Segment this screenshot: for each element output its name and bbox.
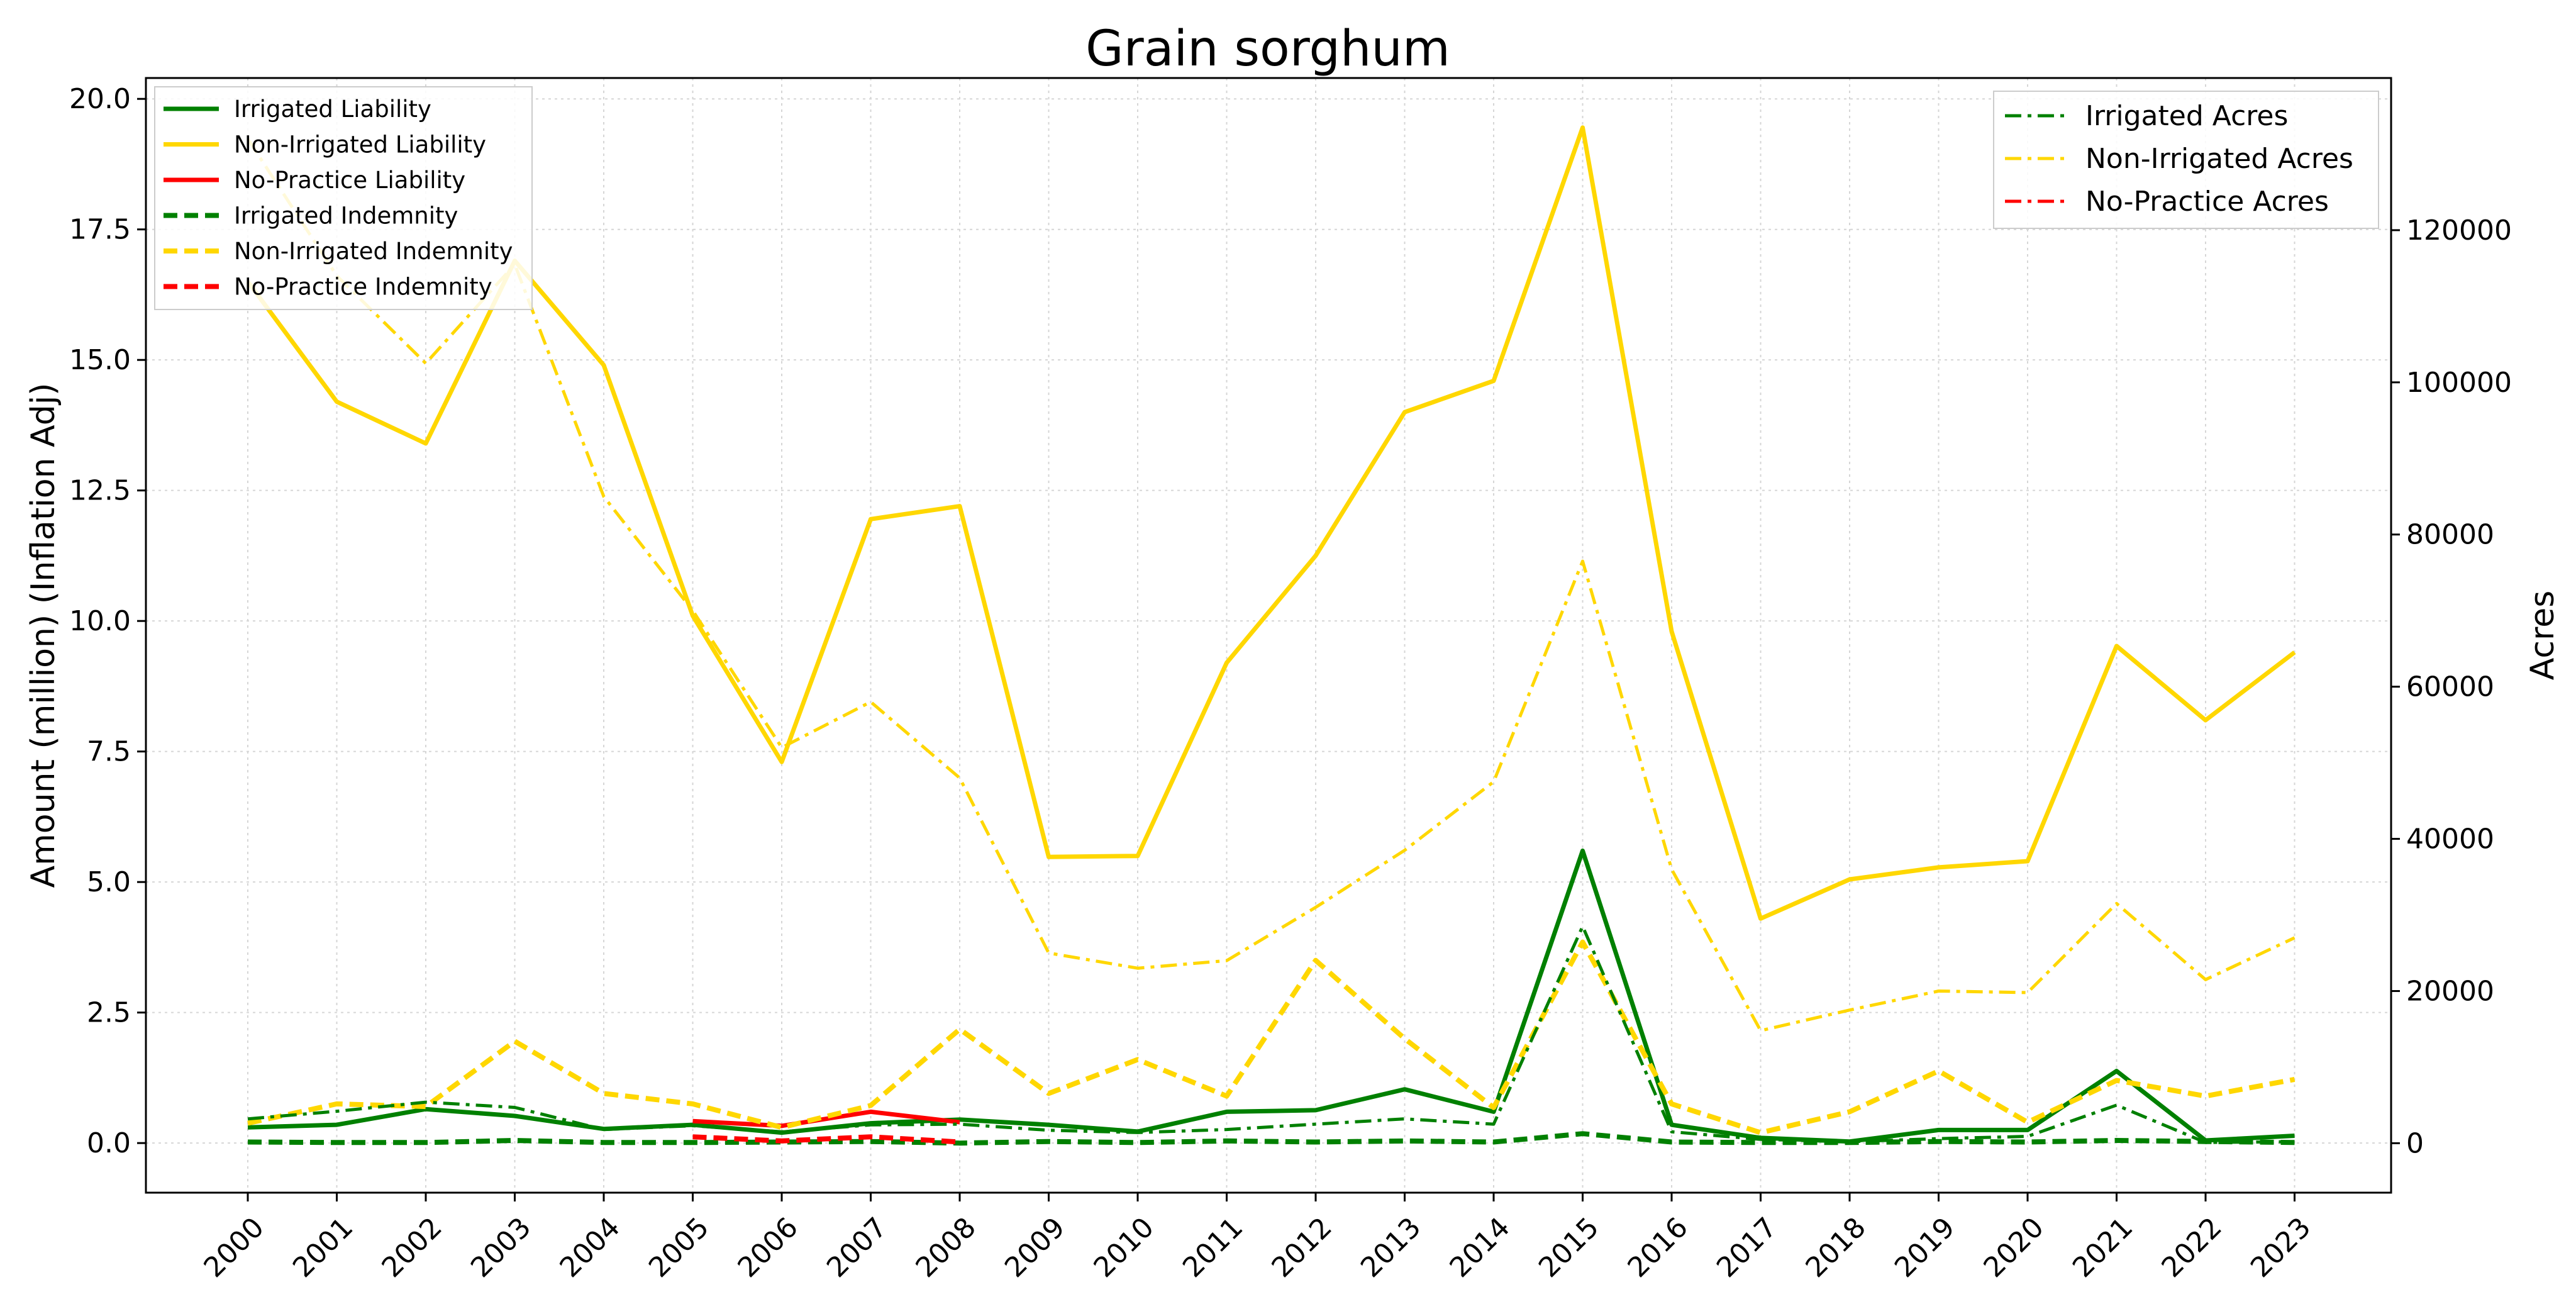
x-tick-label: 2010 bbox=[1088, 1212, 1160, 1284]
y-tick-label: 17.5 bbox=[69, 214, 131, 246]
y-axis-label: Amount (million) (Inflation Adj) bbox=[25, 383, 62, 888]
y-tick-label: 2.5 bbox=[87, 997, 131, 1029]
y-tick-label: 12.5 bbox=[69, 475, 131, 507]
legend-label-irrigated-acres: Irrigated Acres bbox=[2085, 100, 2288, 132]
x-tick-label: 2020 bbox=[1978, 1212, 2050, 1284]
series-line-irrigated-liability bbox=[247, 848, 2295, 1144]
x-tick-label: 2013 bbox=[1355, 1212, 1427, 1284]
x-tick-label: 2014 bbox=[1444, 1212, 1516, 1284]
legend-label-non-irrigated-liability: Non-Irrigated Liability bbox=[234, 131, 486, 159]
plot-frame bbox=[145, 77, 2392, 1194]
series-irrigated-liability bbox=[247, 848, 2295, 1144]
legend-acres-box bbox=[1993, 91, 2379, 229]
x-tick-label: 2000 bbox=[198, 1212, 270, 1284]
x-tick-label: 2004 bbox=[554, 1212, 626, 1284]
series-non-irrigated-indemnity bbox=[247, 939, 2296, 1135]
series-irrigated-indemnity bbox=[247, 1131, 2295, 1146]
y2-axis-label: Acres bbox=[2524, 591, 2562, 681]
series-non-irrigated-liability bbox=[246, 125, 2296, 921]
series-line-irrigated-acres bbox=[247, 925, 2295, 1144]
legend-amounts-box bbox=[154, 86, 533, 310]
x-tick-label: 2005 bbox=[643, 1212, 715, 1284]
x-tick-label: 2015 bbox=[1533, 1212, 1605, 1284]
legend-acres: Irrigated Acres Non-Irrigated Acres No-Pra… bbox=[1993, 91, 2379, 229]
x-tick-label: 2017 bbox=[1711, 1212, 1783, 1284]
y-tick-label: 15.0 bbox=[69, 344, 131, 376]
legend-label-non-irrigated-acres: Non-Irrigated Acres bbox=[2085, 143, 2353, 175]
y2-tick-label: 120000 bbox=[2406, 215, 2512, 247]
legend-label-irrigated-indemnity: Irrigated Indemnity bbox=[234, 203, 458, 230]
legend-label-no-practice-acres: No-Practice Acres bbox=[2085, 186, 2329, 218]
y2-tick-label: 40000 bbox=[2406, 823, 2494, 855]
series-line-no-practice-liability bbox=[692, 1109, 960, 1128]
x-tick-label: 2011 bbox=[1177, 1212, 1249, 1284]
x-tick-label: 2009 bbox=[999, 1212, 1071, 1284]
x-tick-label: 2002 bbox=[376, 1212, 448, 1284]
left-axis-ticks: 0.0 2.5 5.0 7.5 10.0 12.5 15.0 17.5 20.0 bbox=[69, 83, 146, 1159]
legend-label-no-practice-indemnity: No-Practice Indemnity bbox=[234, 274, 492, 301]
y2-tick-label: 0 bbox=[2406, 1127, 2424, 1159]
series-irrigated-acres bbox=[247, 925, 2295, 1144]
y2-tick-label: 20000 bbox=[2406, 975, 2494, 1007]
x-tick-label: 2006 bbox=[732, 1212, 804, 1284]
y-tick-label: 0.0 bbox=[87, 1127, 131, 1159]
x-tick-label: 2007 bbox=[821, 1212, 893, 1284]
series-line-non-irrigated-indemnity bbox=[247, 939, 2296, 1135]
chart-title: Grain sorghum bbox=[1085, 21, 1450, 77]
x-tick-label: 2016 bbox=[1622, 1212, 1694, 1284]
y-tick-label: 20.0 bbox=[69, 83, 131, 115]
x-tick-label: 2012 bbox=[1266, 1212, 1338, 1284]
x-tick-label: 2018 bbox=[1800, 1212, 1872, 1284]
series-lines bbox=[246, 125, 2296, 1146]
y-tick-label: 7.5 bbox=[87, 736, 131, 768]
series-non-irrigated-acres bbox=[246, 138, 2296, 1032]
right-axis-ticks: 0 20000 40000 60000 80000 100000 120000 bbox=[2391, 215, 2512, 1159]
x-tick-label: 2022 bbox=[2156, 1212, 2228, 1284]
legend-label-no-practice-liability: No-Practice Liability bbox=[234, 167, 465, 194]
x-tick-label: 2008 bbox=[910, 1212, 982, 1284]
legend-amounts: Irrigated Liability Non-Irrigated Liabili… bbox=[154, 86, 533, 310]
legend-label-irrigated-liability: Irrigated Liability bbox=[234, 96, 431, 123]
x-axis-ticks: 2000 2001 2002 2003 2004 2005 2006 2007 2008 2009… bbox=[198, 1193, 2317, 1284]
x-tick-label: 2001 bbox=[287, 1212, 359, 1284]
y-tick-label: 10.0 bbox=[69, 605, 131, 637]
y-tick-label: 5.0 bbox=[87, 866, 131, 898]
y2-tick-label: 60000 bbox=[2406, 671, 2494, 703]
y2-tick-label: 80000 bbox=[2406, 519, 2494, 551]
x-tick-label: 2023 bbox=[2245, 1212, 2317, 1284]
series-no-practice-liability bbox=[692, 1109, 960, 1128]
series-line-irrigated-indemnity bbox=[247, 1131, 2295, 1146]
x-tick-label: 2003 bbox=[465, 1212, 537, 1284]
series-line-non-irrigated-acres bbox=[246, 138, 2296, 1032]
series-line-non-irrigated-liability bbox=[246, 125, 2296, 921]
series-line-no-practice-indemnity bbox=[692, 1134, 960, 1145]
x-tick-label: 2021 bbox=[2067, 1212, 2139, 1284]
legend-label-non-irrigated-indemnity: Non-Irrigated Indemnity bbox=[234, 238, 513, 265]
y2-tick-label: 100000 bbox=[2406, 367, 2512, 399]
x-tick-label: 2019 bbox=[1889, 1212, 1961, 1284]
series-no-practice-indemnity bbox=[692, 1134, 960, 1145]
